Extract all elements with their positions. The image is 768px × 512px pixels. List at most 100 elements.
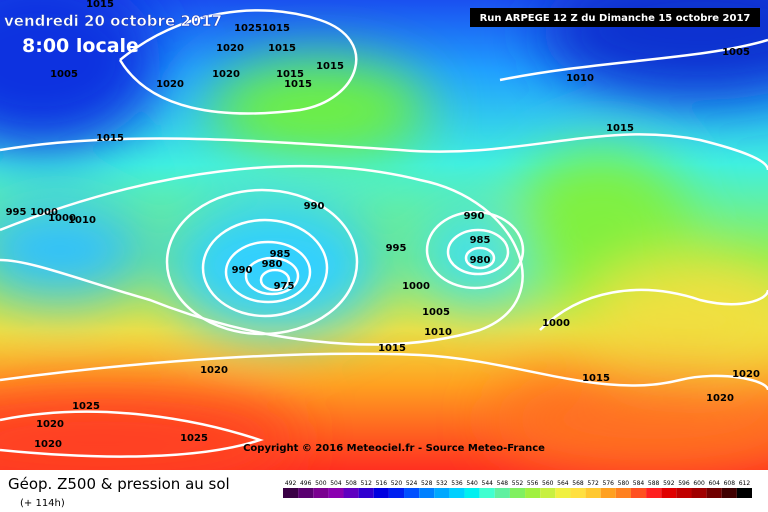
isobar-label: 985 (270, 249, 291, 260)
legend-level: 508 (345, 480, 357, 487)
legend-swatch (600, 488, 616, 498)
isobar-label: 975 (274, 281, 295, 292)
legend-swatch (676, 488, 692, 498)
legend-level: 580 (618, 480, 630, 487)
legend-swatch (555, 488, 571, 498)
legend-swatch (404, 488, 420, 498)
legend-level: 540 (466, 480, 478, 487)
legend-swatch (585, 488, 601, 498)
legend-swatch (630, 488, 647, 498)
legend-swatch (479, 488, 495, 498)
legend-level: 596 (678, 480, 690, 487)
legend-level: 496 (300, 480, 312, 487)
legend-swatch (661, 488, 677, 498)
legend-level: 552 (512, 480, 524, 487)
legend-swatch (343, 488, 359, 498)
map-field (0, 0, 768, 470)
legend-level: 556 (527, 480, 539, 487)
isobar-label: 1000 (30, 207, 58, 218)
legend-swatch (494, 488, 510, 498)
footer-subtitle: (+ 114h) (20, 498, 65, 509)
isobar-label: 1025 (72, 401, 100, 412)
legend-level: 512 (360, 480, 372, 487)
legend-level: 500 (315, 480, 327, 487)
footer-title: Géop. Z500 & pression au sol (8, 475, 230, 493)
legend-swatch (358, 488, 374, 498)
legend-swatch (419, 488, 435, 498)
legend-swatch (449, 488, 465, 498)
legend-level: 564 (557, 480, 569, 487)
legend-level: 584 (633, 480, 645, 487)
isobar-label: 1010 (68, 215, 96, 226)
legend-level: 572 (587, 480, 599, 487)
legend-level: 576 (603, 480, 615, 487)
isobar-label: 1025 (180, 433, 208, 444)
legend-level: 604 (708, 480, 720, 487)
isobar-label: 1000 (48, 213, 76, 224)
copyright: Copyright © 2016 Meteociel.fr - Source M… (243, 443, 545, 454)
legend-level: 524 (406, 480, 418, 487)
isobar-label: 985 (470, 235, 491, 246)
legend-level: 588 (648, 480, 660, 487)
isobar-label: 990 (304, 201, 325, 212)
isobar-label: 980 (470, 255, 491, 266)
isobar-label: 1005 (722, 47, 750, 58)
legend-swatch (373, 488, 389, 498)
isobar-label: 1015 (276, 69, 304, 80)
isobar-label: 995 (386, 243, 407, 254)
legend-level: 528 (421, 480, 433, 487)
isobar-label: 1020 (36, 419, 64, 430)
legend-swatch (540, 488, 556, 498)
legend-swatch (328, 488, 344, 498)
legend-level: 520 (391, 480, 403, 487)
isobar-label: 1020 (156, 79, 184, 90)
isobar-label: 1020 (216, 43, 244, 54)
isobar-label: 1005 (50, 69, 78, 80)
legend-swatch (706, 488, 722, 498)
legend-level: 516 (376, 480, 388, 487)
legend-swatch (525, 488, 541, 498)
run-info: Run ARPEGE 12 Z du Dimanche 15 octobre 2… (480, 13, 751, 24)
legend-swatch (691, 488, 707, 498)
isobar-label: 1015 (284, 79, 312, 90)
isobar-label: 1025 (234, 23, 262, 34)
legend-level: 504 (330, 480, 342, 487)
legend-swatch (509, 488, 526, 498)
legend-level: 544 (482, 480, 494, 487)
isobar-label: 1010 (424, 327, 452, 338)
isobar-label: 1015 (606, 123, 634, 134)
legend-level: 600 (693, 480, 705, 487)
legend-level: 532 (436, 480, 448, 487)
forecast-date: vendredi 20 octobre 2017 (4, 12, 222, 30)
isobar-label: 1015 (86, 0, 114, 10)
isobar-label: 1010 (566, 73, 594, 84)
isobar-label: 1015 (378, 343, 406, 354)
isobar-label: 1000 (542, 318, 570, 329)
legend-swatch (646, 488, 662, 498)
legend-level: 608 (724, 480, 736, 487)
legend-swatch (434, 488, 450, 498)
legend-swatch (464, 488, 480, 498)
isobar-label: 990 (232, 265, 253, 276)
isobar-label: 1015 (96, 133, 124, 144)
legend-swatch (298, 488, 314, 498)
legend-level: 568 (572, 480, 584, 487)
isobar-label: 1005 (422, 307, 450, 318)
isobar-label: 1015 (316, 61, 344, 72)
legend-level: 592 (663, 480, 675, 487)
legend-swatch (615, 488, 631, 498)
isobar-label: 1015 (262, 23, 290, 34)
isobar-label: 1020 (34, 439, 62, 450)
legend-swatch (736, 488, 752, 498)
isobar-label: 995 (6, 207, 27, 218)
legend-swatch (570, 488, 586, 498)
isobar-label: 1015 (582, 373, 610, 384)
isobar-label: 990 (464, 211, 485, 222)
legend-level: 612 (739, 480, 751, 487)
legend-level: 548 (497, 480, 509, 487)
run-banner (470, 8, 760, 27)
isobar-label: 1020 (200, 365, 228, 376)
isobar-label: 980 (262, 259, 283, 270)
